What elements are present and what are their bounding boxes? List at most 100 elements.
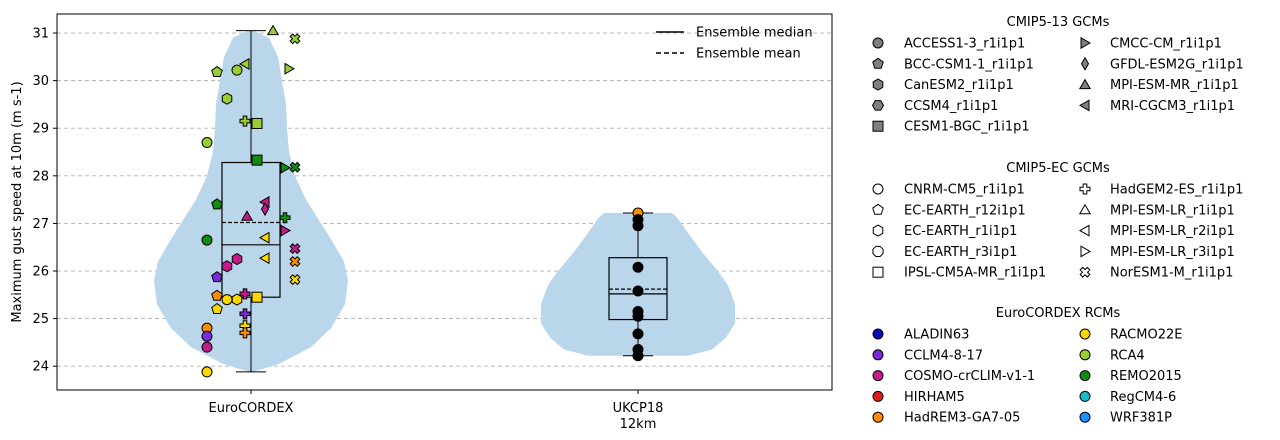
data-point-shape	[289, 274, 301, 286]
data-point	[201, 366, 213, 378]
legend-gcm-marker	[872, 120, 884, 132]
legend-gcm-marker	[871, 100, 885, 111]
data-point	[632, 350, 644, 362]
data-point-shape	[289, 255, 301, 268]
y-tick-label: 29	[32, 122, 49, 137]
legend-item-label: EC-EARTH_r3i1p1	[904, 245, 1017, 260]
legend-line-label: Ensemble median	[696, 26, 813, 41]
legend-gcm-marker	[1080, 245, 1091, 258]
legend-gcm-marker	[1079, 99, 1090, 112]
data-point	[632, 285, 644, 297]
legend-item-label: MPI-ESM-LR_r3i1p1	[1110, 245, 1235, 260]
legend-item-label: CMCC-CM_r1i1p1	[1110, 37, 1222, 52]
legend-gcm-marker	[872, 78, 884, 91]
data-point	[238, 57, 250, 71]
legend-item-label: CCLM4-8-17	[904, 348, 983, 363]
data-point	[251, 154, 263, 166]
data-point	[260, 202, 270, 217]
data-point	[279, 212, 291, 224]
data-point	[221, 260, 233, 273]
data-point	[239, 327, 251, 339]
legend-median-mean: Ensemble median Ensemble mean	[656, 26, 813, 62]
data-point	[632, 261, 644, 273]
y-tick-label: 31	[32, 27, 49, 42]
legend-rcm-swatch	[1079, 328, 1091, 340]
legend-item-label: MPI-ESM-MR_r1i1p1	[1110, 78, 1239, 93]
box	[221, 161, 281, 298]
legend-gcm-marker	[1079, 266, 1091, 278]
legend-item-label: RegCM4-6	[1110, 390, 1176, 405]
legend-item-label: CESM1-BGC_r1i1p1	[904, 120, 1030, 135]
axes-frame	[56, 13, 833, 391]
data-point	[240, 210, 254, 221]
data-point	[201, 234, 213, 246]
legend-item-label: MPI-ESM-LR_r1i1p1	[1110, 203, 1235, 218]
legend-item-label: CanESM2_r1i1p1	[904, 78, 1014, 93]
y-tick-label: 27	[32, 217, 49, 232]
data-point	[231, 293, 243, 306]
data-point	[280, 224, 292, 237]
data-point	[632, 220, 644, 232]
legend-item-label: CNRM-CM5_r1i1p1	[904, 183, 1025, 198]
legend-item-label: COSMO-crCLIM-v1-1	[904, 369, 1035, 384]
legend-gcm-marker	[872, 245, 884, 257]
y-tick-label: 24	[32, 360, 49, 375]
legend-line-label: Ensemble mean	[696, 47, 801, 62]
legend-rcm-swatch	[872, 370, 884, 382]
data-point	[231, 253, 243, 266]
legend-rcm-swatch	[872, 411, 884, 423]
data-point	[632, 310, 644, 322]
legend-item-label: HadREM3-GA7-05	[904, 411, 1020, 426]
legend-item-label: HadGEM2-ES_r1i1p1	[1110, 183, 1243, 198]
legend-rcm-swatch	[1079, 349, 1091, 361]
data-point	[239, 308, 251, 320]
legend-item-label: BCC-CSM1-1_r1i1p1	[904, 57, 1034, 72]
legend-gcm-marker	[872, 203, 884, 215]
data-point	[289, 33, 301, 45]
data-point	[201, 330, 213, 342]
legend-rcm-swatch	[1079, 411, 1091, 423]
legend-section-title: CMIP5-EC GCMs	[1006, 161, 1110, 176]
data-point	[239, 115, 251, 127]
legend-gcm-marker	[872, 266, 884, 278]
legend-item-label: WRF381P	[1110, 411, 1172, 426]
legend-item-label: NorESM1-M_r1i1p1	[1110, 266, 1233, 281]
data-point	[201, 341, 213, 353]
data-point	[251, 291, 263, 303]
legend-rcm-swatch	[872, 390, 884, 402]
legend-item-label: RCA4	[1110, 348, 1145, 363]
data-point	[289, 255, 301, 268]
legend-item-label: RACMO22E	[1110, 328, 1182, 343]
y-tick-label: 28	[32, 169, 49, 184]
legend-gcm-marker	[872, 224, 884, 237]
data-point	[266, 24, 280, 36]
x-tick-label: UKCP18	[613, 401, 664, 416]
legend-gcm-marker	[872, 37, 884, 49]
data-point-shape	[289, 33, 301, 45]
legend-panel: CMIP5-13 GCMs ACCESS1-3_r1i1p1 BCC-CSM1-1_…	[871, 15, 1244, 426]
data-point	[239, 288, 251, 300]
legend-item-label: GFDL-ESM2G_r1i1p1	[1110, 57, 1244, 72]
legend-rcm-swatch	[872, 328, 884, 340]
data-point-shape	[289, 161, 301, 173]
legend-gcm-marker-shape	[1079, 266, 1091, 278]
y-tick-label: 26	[32, 265, 49, 280]
legend-item-label: CCSM4_r1i1p1	[904, 99, 998, 114]
data-point	[221, 294, 233, 306]
violin-body	[154, 30, 348, 372]
legend-item-label: REMO2015	[1110, 369, 1182, 384]
data-point	[289, 274, 301, 286]
legend-item-label: MPI-ESM-LR_r2i1p1	[1110, 224, 1235, 239]
data-point	[231, 64, 243, 76]
data-point	[289, 243, 301, 255]
x-tick-label: EuroCORDEX	[209, 401, 294, 416]
y-axis-label: Maximum gust speed at 10m (m s-1)	[10, 81, 25, 322]
data-point	[211, 302, 223, 315]
data-point	[289, 161, 301, 173]
legend-item-label: ACCESS1-3_r1i1p1	[904, 37, 1025, 52]
data-point	[201, 137, 213, 149]
violin-body	[541, 212, 735, 356]
legend-section-title: EuroCORDEX RCMs	[996, 306, 1121, 321]
